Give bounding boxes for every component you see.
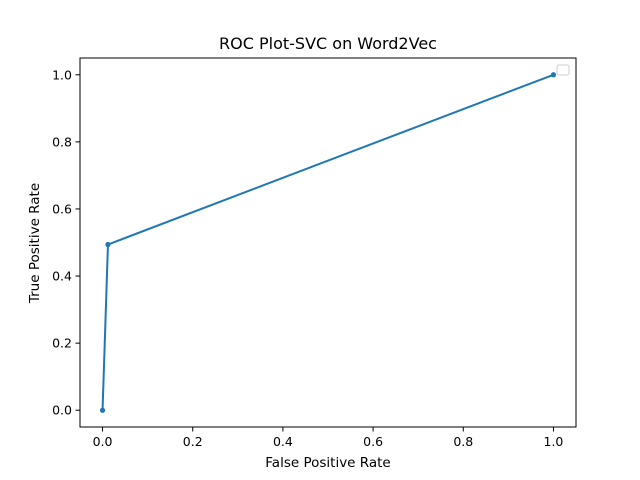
y-tick-label-0: 0.0 [52,403,72,418]
x-axis-title: False Positive Rate [265,455,390,471]
y-tick-label-1: 0.2 [52,336,72,351]
y-tick-label-3: 0.6 [52,201,72,216]
x-tick-label-2: 0.4 [273,434,293,449]
data-point-0-0 [99,407,106,413]
x-tick-label-3: 0.6 [363,434,383,449]
data-point-0-2 [550,72,557,78]
y-tick-label-5: 1.0 [52,67,72,82]
x-tick-label-4: 0.8 [453,434,473,449]
series-line-0 [101,73,555,412]
x-tick-label-1: 0.2 [183,434,203,449]
legend-box [556,64,570,76]
y-tick-label-4: 0.8 [52,134,72,149]
y-axis-title: True Positive Rate [27,183,43,304]
plot-area: 0.0 0.2 0.4 0.6 0.8 1.0 0.0 0.2 0.4 0.6 0.8 1.0 [52,57,577,449]
x-tick-label-0: 0.0 [93,434,113,449]
plot-frame [79,57,577,428]
data-point-0-1 [105,241,111,248]
x-tick-label-5: 1.0 [544,434,564,449]
chart-title: ROC Plot-SVC on Word2Vec [219,34,437,53]
y-tick-label-2: 0.4 [52,269,72,284]
